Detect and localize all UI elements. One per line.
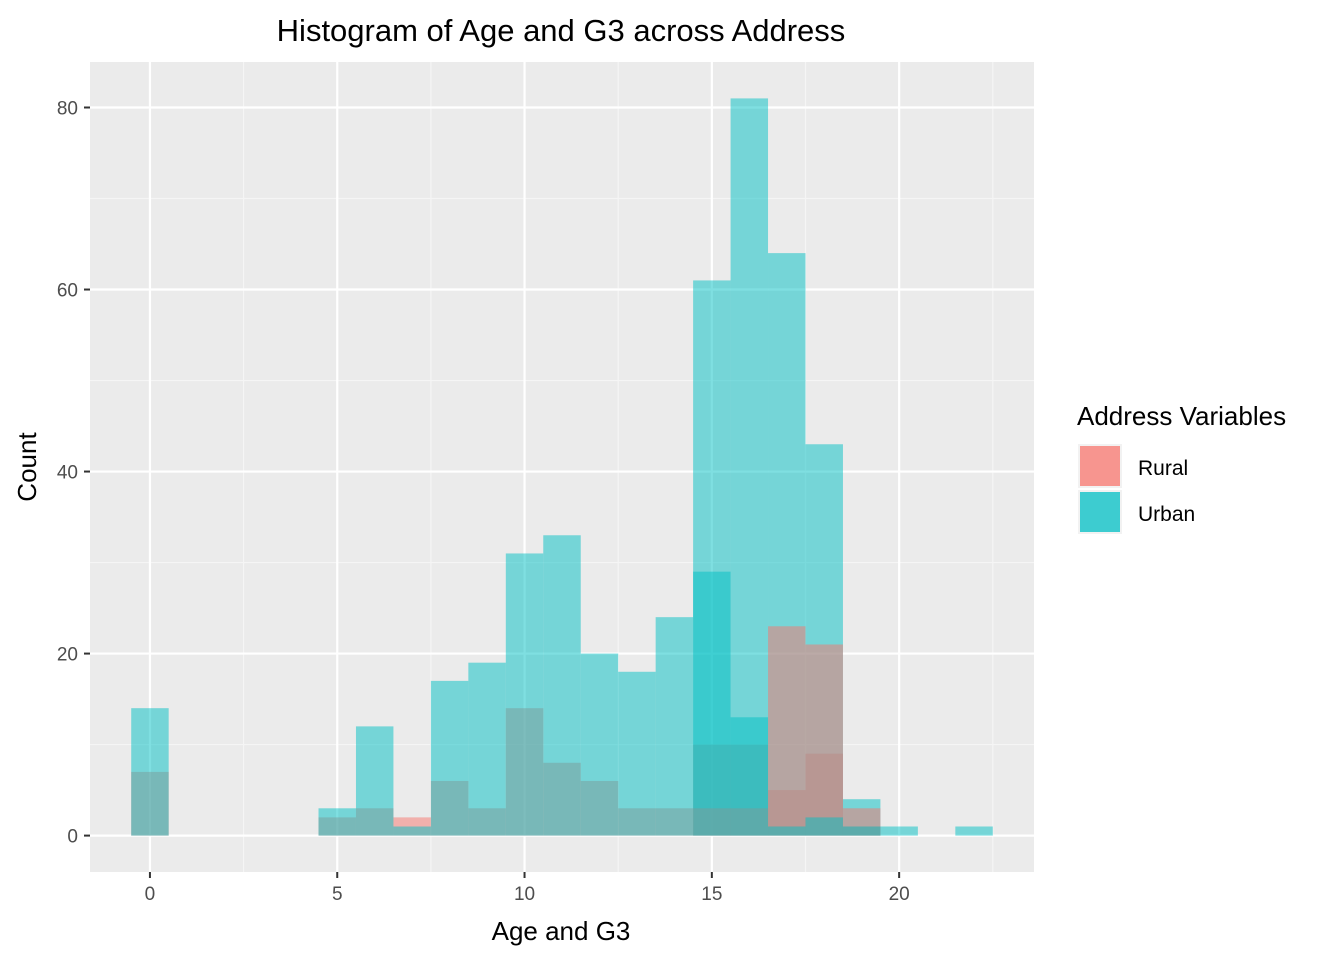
x-tick-label: 10 (514, 884, 535, 905)
histogram-bar (543, 535, 581, 836)
histogram-bar (730, 98, 769, 836)
legend: Address Variables Rural Urban (1077, 401, 1286, 534)
y-tick-label: 40 (57, 463, 78, 484)
histogram-bars (131, 98, 993, 836)
histogram-bar (805, 644, 843, 836)
histogram-bar (430, 680, 469, 836)
y-tick-label: 80 (57, 99, 78, 120)
chart-title: Histogram of Age and G3 across Address (277, 13, 846, 48)
histogram-bar (842, 826, 881, 836)
x-tick-label: 5 (332, 884, 343, 905)
histogram-bar (805, 817, 843, 836)
histogram-bar (131, 708, 169, 836)
legend-label-rural: Rural (1138, 457, 1188, 480)
y-tick-label: 0 (67, 827, 78, 848)
histogram-bar (505, 553, 544, 836)
histogram-bar (393, 826, 431, 836)
x-axis-title: Age and G3 (492, 916, 631, 946)
histogram-bar (655, 617, 694, 836)
histogram-bar (318, 808, 356, 836)
y-tick-label: 20 (57, 645, 78, 666)
layer-urban-age (693, 571, 881, 836)
histogram-bar (693, 571, 731, 836)
x-axis-ticks: 0 5 10 15 20 (145, 872, 910, 905)
x-tick-label: 20 (889, 884, 910, 905)
legend-swatch-urban (1080, 492, 1120, 532)
histogram-bar (468, 662, 506, 836)
histogram-bar (955, 826, 993, 836)
histogram-bar (618, 671, 656, 836)
legend-swatch-rural (1080, 446, 1120, 486)
y-axis-ticks: 0 20 40 60 80 (57, 99, 90, 848)
legend-title: Address Variables (1077, 401, 1286, 431)
histogram-bar (355, 726, 394, 836)
histogram-bar (730, 717, 769, 836)
y-tick-label: 60 (57, 281, 78, 302)
legend-label-urban: Urban (1138, 503, 1195, 526)
histogram-bar (768, 626, 806, 836)
x-tick-label: 15 (701, 884, 722, 905)
histogram-bar (768, 826, 806, 836)
histogram-bar (880, 826, 918, 836)
y-axis-title: Count (12, 432, 42, 502)
histogram-bar (580, 653, 619, 836)
x-tick-label: 0 (145, 884, 156, 905)
